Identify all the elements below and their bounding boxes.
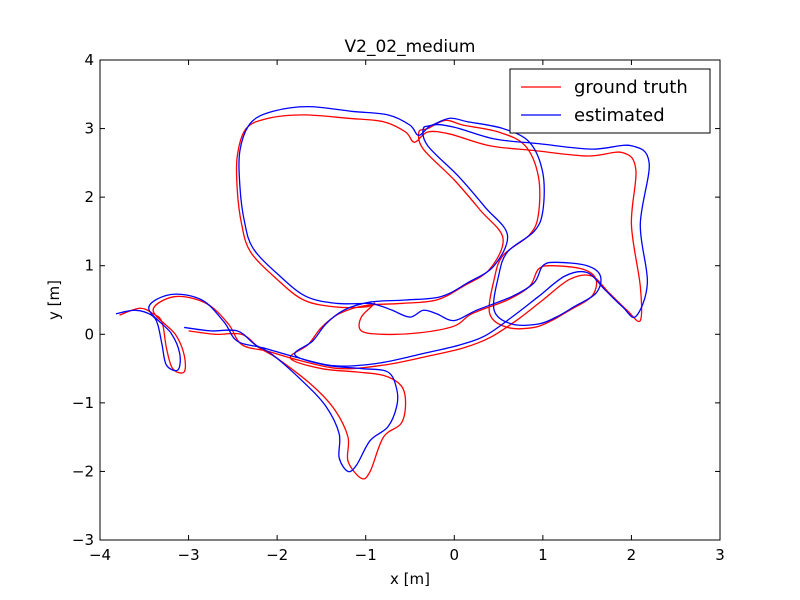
x-tick-label: −2	[266, 546, 288, 564]
x-tick-label: −3	[178, 546, 200, 564]
y-tick-label: 1	[84, 257, 94, 275]
series-layer	[115, 105, 650, 480]
x-tick-label: −1	[355, 546, 377, 564]
x-tick-label: −4	[89, 546, 111, 564]
legend-label-estimated: estimated	[574, 105, 665, 126]
y-tick-label: −3	[72, 531, 94, 549]
y-tick-label: 2	[84, 188, 94, 206]
x-tick-label: 2	[627, 546, 637, 564]
y-tick-label: 0	[84, 325, 94, 343]
y-tick-label: 3	[84, 120, 94, 138]
series-line-estimated	[115, 105, 650, 473]
plot-frame	[99, 59, 721, 541]
y-tick-label: −1	[72, 394, 94, 412]
x-tick-label: 1	[538, 546, 548, 564]
x-tick-label: 3	[715, 546, 725, 564]
legend: ground truth estimated	[509, 68, 711, 134]
legend-box	[509, 68, 711, 134]
x-axis-label: x [m]	[390, 570, 430, 588]
series-line-ground-truth	[119, 114, 643, 480]
legend-label-ground-truth: ground truth	[574, 77, 688, 98]
y-axis-label: y [m]	[45, 280, 63, 320]
y-tick-label: −2	[72, 462, 94, 480]
y-tick-label: 4	[84, 51, 94, 69]
chart-title: V2_02_medium	[345, 37, 476, 57]
x-tick-label: 0	[450, 546, 460, 564]
